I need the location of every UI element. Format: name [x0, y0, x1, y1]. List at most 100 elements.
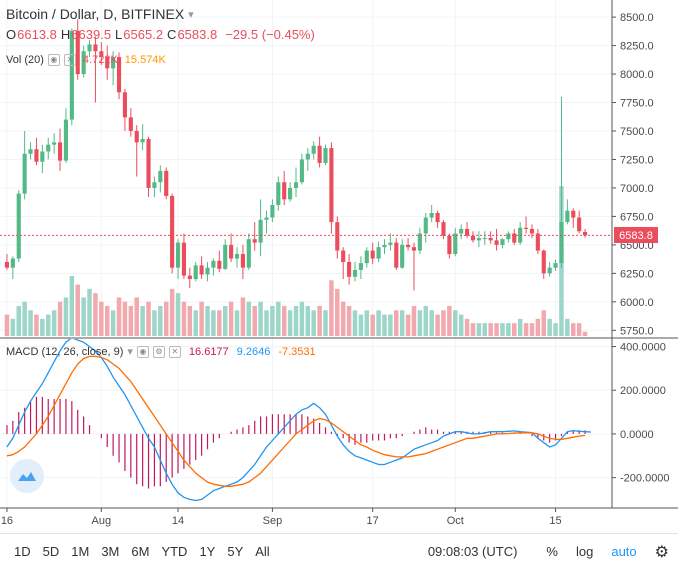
price-tick-label: 6750.0 [620, 211, 654, 223]
candle-body [482, 238, 487, 240]
volume-bar [93, 293, 98, 336]
close-value: 6583.8 [177, 27, 218, 42]
volume-bar [517, 318, 523, 336]
macd-axis[interactable]: 400.0000 200.0000 0.0000 -200.0000 [612, 342, 670, 485]
gear-icon[interactable]: ⚙ [654, 543, 669, 561]
volume-legend[interactable]: Vol (20) ◉ ✕ 4.722K 15.574K [6, 54, 170, 66]
volume-bar [104, 306, 110, 336]
time-tick-label: 16 [1, 515, 13, 527]
open-label: O [6, 27, 17, 42]
tradingview-logo[interactable] [10, 459, 44, 493]
candle-body [358, 263, 363, 270]
last-price-badge: 6583.8 [614, 227, 658, 243]
timeframe-ytd[interactable]: YTD [161, 543, 188, 559]
close-icon[interactable]: ✕ [63, 54, 76, 66]
volume-bar [329, 280, 334, 336]
candle-body [105, 56, 110, 69]
volume-bar [40, 318, 45, 336]
price-tick-label: 7500.0 [620, 126, 654, 138]
timeframe-6m[interactable]: 6M [131, 543, 150, 559]
candle-body [523, 227, 529, 229]
macd-signal-value: -7.3531 [278, 345, 316, 358]
volume-bar [305, 306, 311, 336]
candle-body [335, 222, 340, 251]
volume-bar [287, 310, 293, 336]
candle-body [394, 242, 399, 268]
auto-scale-button[interactable]: auto [611, 544, 637, 559]
timeframe-all[interactable]: All [255, 543, 270, 559]
price-tick-label: 8000.0 [620, 69, 654, 81]
candle-body [582, 231, 588, 236]
timeframe-1y[interactable]: 1Y [199, 543, 216, 559]
volume-bar [423, 306, 429, 336]
price-tick-label: 6250.0 [620, 268, 654, 280]
volume-bar [417, 310, 423, 336]
volume-bar [16, 306, 21, 336]
cloud-icon [18, 472, 36, 481]
volume-bar [482, 323, 488, 336]
timeframe-1m[interactable]: 1M [71, 543, 90, 559]
volume-bar [81, 297, 86, 336]
candle-body [93, 44, 98, 52]
candle-body [299, 159, 304, 183]
candle-body [406, 244, 411, 248]
timeframe-1d[interactable]: 1D [14, 543, 31, 559]
volume-bar [340, 301, 346, 336]
timeframe-5d[interactable]: 5D [42, 543, 60, 559]
open-value: 6613.8 [17, 27, 57, 42]
candle-body [494, 240, 499, 245]
percent-scale-button[interactable]: % [546, 544, 558, 559]
price-tick-label: 7750.0 [620, 98, 654, 110]
last-price-badge-text: 6583.8 [619, 230, 653, 242]
time-tick-label: 15 [549, 515, 561, 527]
candle-body [388, 242, 393, 245]
timeframe-3m[interactable]: 3M [101, 543, 120, 559]
timeframe-5y[interactable]: 5Y [227, 543, 244, 559]
candle-body [441, 222, 446, 236]
chart-area[interactable]: 8500.0 8250.0 8000.0 7750.0 7500.0 7250.0 7000… [0, 0, 678, 533]
close-label: C [167, 27, 177, 42]
settings-icon[interactable]: ⚙ [152, 345, 165, 358]
time-axis[interactable]: 16 Aug 14 Sep 17 Oct 15 [1, 508, 562, 527]
candle-body [488, 238, 493, 241]
candle-body [140, 138, 145, 143]
volume-bar [211, 310, 216, 336]
chart-canvas[interactable]: 8500.0 8250.0 8000.0 7750.0 7500.0 7250.0 7000… [0, 0, 678, 533]
chevron-down-icon[interactable]: ▾ [127, 346, 133, 358]
price-tick-label: 8250.0 [620, 41, 654, 53]
candle-body [370, 250, 375, 259]
price-tick-label: 8500.0 [620, 12, 654, 24]
eye-icon[interactable]: ◉ [136, 345, 149, 358]
volume-bar [293, 306, 299, 336]
volume-bar [464, 318, 470, 336]
candle-body [465, 228, 470, 236]
volume-bars [4, 186, 588, 336]
candle-body [193, 265, 198, 280]
volume-bar [217, 310, 222, 336]
symbol-legend[interactable]: Bitcoin / Dollar, D, BITFINEX ▾ [6, 6, 198, 22]
candle-body [341, 250, 346, 262]
candle-body [323, 148, 328, 163]
candle-body [87, 44, 92, 52]
candle-body [69, 30, 74, 120]
candle-body [52, 142, 57, 145]
volume-bar [4, 314, 10, 336]
candle-body [293, 182, 299, 188]
candle-body [111, 56, 116, 69]
price-axis[interactable]: 8500.0 8250.0 8000.0 7750.0 7500.0 7250.0 7000… [612, 12, 654, 337]
candle-body [81, 51, 86, 75]
clock[interactable]: 09:08:03 (UTC) [427, 544, 518, 559]
volume-bar [63, 297, 69, 336]
candle-body [571, 210, 576, 218]
candle-body [270, 205, 275, 218]
eye-icon[interactable]: ▾ [188, 8, 194, 21]
macd-legend[interactable]: MACD (12, 26, close, 9) ▾ ◉ ⚙ ✕ 16.6177 … [6, 345, 320, 358]
volume-bar [458, 314, 464, 336]
candle-body [4, 261, 10, 268]
eye-icon[interactable]: ◉ [47, 54, 60, 66]
log-scale-button[interactable]: log [575, 544, 594, 559]
candle-body [128, 117, 133, 131]
volume-bar [22, 301, 27, 336]
close-icon[interactable]: ✕ [168, 345, 181, 358]
volume-bar [158, 306, 163, 336]
